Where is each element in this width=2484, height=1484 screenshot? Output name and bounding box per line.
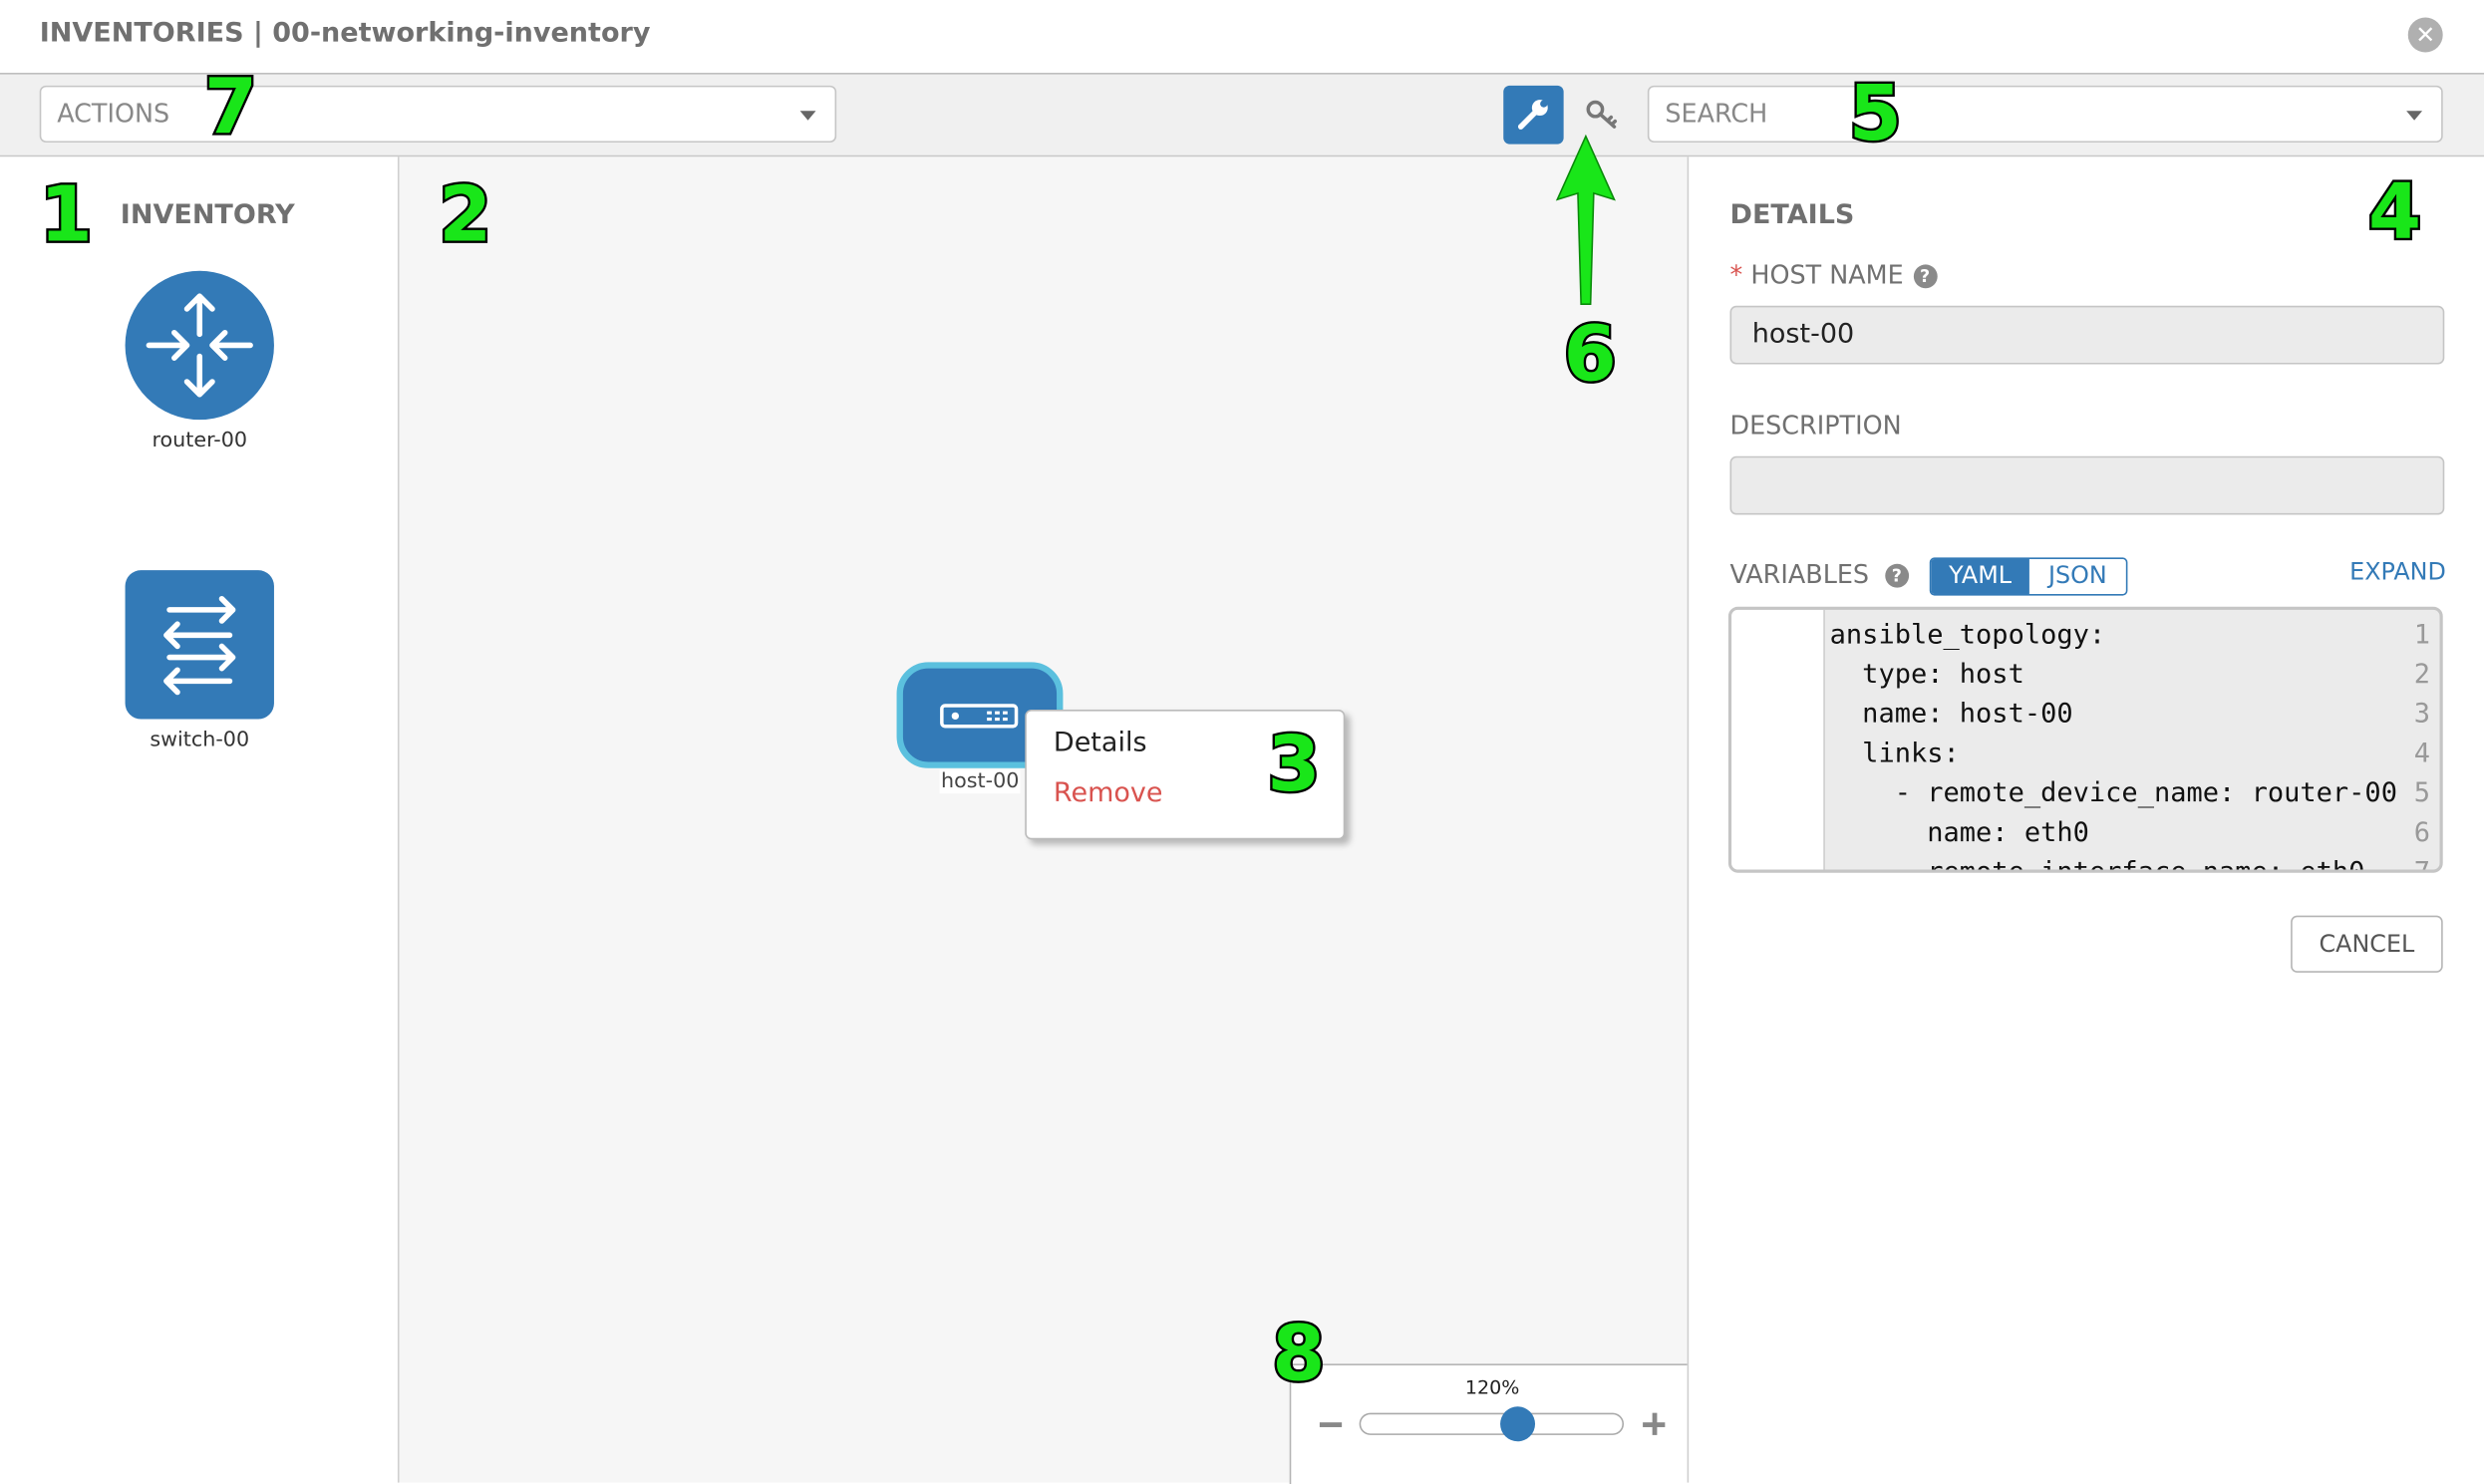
code-line: type: host xyxy=(1829,659,2024,691)
variables-label: VARIABLES? xyxy=(1730,559,1909,589)
router-icon[interactable] xyxy=(125,270,274,421)
code-line: remote_interface_name: eth0 xyxy=(1829,856,2365,873)
cancel-button[interactable]: CANCEL xyxy=(2291,915,2443,973)
host-node-label: host-00 xyxy=(939,769,1021,794)
line-gutter xyxy=(1731,609,1825,870)
variables-editor[interactable]: 1 ansible_topology: 2 type: host 3 name: ho… xyxy=(1727,606,2443,873)
wrench-icon[interactable] xyxy=(1503,85,1564,145)
annotation-3: 3 xyxy=(1265,721,1323,810)
key-icon[interactable] xyxy=(1576,86,1627,145)
inventory-item-label: router-00 xyxy=(152,429,248,453)
line-number: 2 xyxy=(2413,659,2430,691)
format-toggle: YAML JSON xyxy=(1929,557,2128,596)
line-number: 1 xyxy=(2413,619,2430,652)
line-number: 4 xyxy=(2413,738,2430,770)
zoom-out-icon[interactable] xyxy=(1319,1422,1343,1427)
line-number: 5 xyxy=(2413,777,2430,810)
chevron-down-icon xyxy=(799,111,816,121)
annotation-1: 1 xyxy=(37,170,95,260)
zoom-slider-thumb[interactable] xyxy=(1500,1406,1536,1442)
zoom-level: 120% xyxy=(1464,1376,1520,1399)
yaml-toggle[interactable]: YAML xyxy=(1931,559,2029,594)
host-name-label-text: HOST NAME xyxy=(1750,259,1904,290)
topology-canvas[interactable]: host-00 Details Remove 120% xyxy=(399,156,1690,1484)
required-mark: * xyxy=(1729,259,1743,290)
search-placeholder: SEARCH xyxy=(1665,98,1768,129)
expand-link[interactable]: EXPAND xyxy=(2349,557,2446,587)
menu-item-details[interactable]: Details xyxy=(1053,727,1147,759)
inventory-title: INVENTORY xyxy=(120,199,295,232)
code-line: name: eth0 xyxy=(1829,817,2089,849)
host-icon xyxy=(940,704,1019,729)
annotation-8: 8 xyxy=(1270,1310,1328,1399)
menu-item-remove[interactable]: Remove xyxy=(1053,777,1163,810)
host-name-label: * HOST NAME? xyxy=(1730,260,1938,290)
help-icon[interactable]: ? xyxy=(1913,264,1938,289)
details-title: DETAILS xyxy=(1729,199,1855,232)
annotation-6: 6 xyxy=(1561,310,1619,400)
title-bar: INVENTORIES | 00-networking-inventory ✕ xyxy=(0,0,2484,75)
annotation-2: 2 xyxy=(437,170,494,260)
zoom-control: 120% xyxy=(1289,1363,1690,1484)
description-input[interactable] xyxy=(1729,455,2445,515)
zoom-in-icon[interactable] xyxy=(1643,1412,1666,1435)
search-dropdown[interactable]: SEARCH xyxy=(1647,85,2443,144)
host-name-input[interactable]: host-00 xyxy=(1729,305,2445,365)
code-line: ansible_topology: xyxy=(1829,619,2106,652)
inventory-panel: INVENTORY router-00 switch-00 xyxy=(0,156,400,1483)
annotation-4: 4 xyxy=(2366,167,2424,257)
code-line: links: xyxy=(1829,738,1960,770)
actions-dropdown[interactable]: ACTIONS xyxy=(39,85,837,144)
line-number: 7 xyxy=(2413,856,2430,873)
code-line: name: host-00 xyxy=(1829,698,2073,731)
code-line: - remote_device_name: router-00 xyxy=(1829,777,2397,810)
actions-placeholder: ACTIONS xyxy=(57,98,170,129)
page-title: INVENTORIES | 00-networking-inventory xyxy=(39,17,651,50)
line-number: 6 xyxy=(2413,817,2430,849)
context-menu: Details Remove xyxy=(1025,710,1346,840)
switch-icon[interactable] xyxy=(125,570,274,720)
annotation-arrow-icon xyxy=(1555,134,1616,305)
chevron-down-icon xyxy=(2406,111,2423,121)
close-icon[interactable]: ✕ xyxy=(2407,17,2443,53)
annotation-7: 7 xyxy=(202,63,260,152)
variables-label-text: VARIABLES xyxy=(1729,559,1870,590)
line-number: 3 xyxy=(2413,698,2430,731)
help-icon[interactable]: ? xyxy=(1884,563,1909,588)
json-toggle[interactable]: JSON xyxy=(2047,560,2107,590)
inventory-item-label: switch-00 xyxy=(150,729,250,752)
description-label: DESCRIPTION xyxy=(1729,410,1902,441)
annotation-5: 5 xyxy=(1846,69,1904,158)
zoom-slider[interactable] xyxy=(1359,1412,1625,1435)
